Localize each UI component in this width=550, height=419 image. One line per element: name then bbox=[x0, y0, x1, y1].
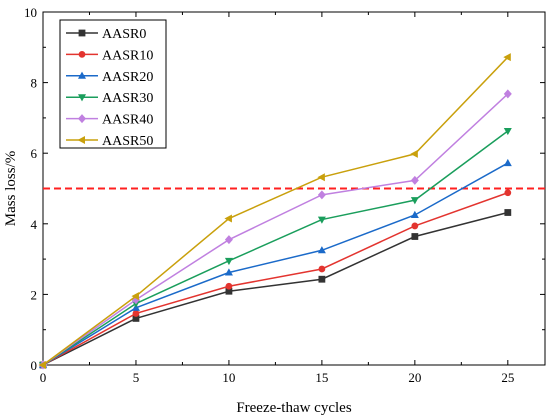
y-tick-label: 6 bbox=[31, 146, 38, 161]
series-aasr0 bbox=[39, 209, 512, 369]
data-point bbox=[317, 190, 326, 200]
data-point bbox=[225, 282, 233, 290]
legend-item-aasr10: AASR10 bbox=[66, 48, 153, 63]
x-tick-label: 10 bbox=[222, 370, 235, 385]
data-point bbox=[410, 197, 419, 205]
x-axis-title: Freeze-thaw cycles bbox=[236, 400, 352, 416]
series-aasr40 bbox=[39, 89, 512, 370]
series-line bbox=[42, 162, 509, 366]
legend-item-aasr40: AASR40 bbox=[66, 113, 153, 128]
y-axis-title: Mass loss/% bbox=[3, 151, 19, 226]
y-tick-label: 2 bbox=[31, 287, 38, 302]
data-point bbox=[411, 233, 419, 240]
legend-item-aasr30: AASR30 bbox=[66, 91, 153, 106]
data-point bbox=[224, 214, 232, 223]
data-point bbox=[317, 173, 325, 182]
y-tick-label: 4 bbox=[31, 217, 38, 232]
data-point bbox=[224, 235, 233, 245]
data-point bbox=[411, 222, 419, 230]
x-tick-label: 20 bbox=[408, 370, 421, 385]
data-point bbox=[224, 257, 233, 266]
legend-box bbox=[59, 19, 167, 149]
series-layer bbox=[38, 53, 512, 370]
legend-label: AASR0 bbox=[102, 27, 146, 42]
data-point bbox=[410, 175, 419, 185]
legend-item-aasr50: AASR50 bbox=[66, 134, 153, 149]
legend-marker bbox=[77, 136, 85, 144]
legend-label: AASR40 bbox=[102, 113, 153, 128]
data-point bbox=[318, 275, 326, 283]
y-tick-label: 8 bbox=[31, 76, 38, 91]
data-point bbox=[132, 310, 140, 317]
data-point bbox=[503, 89, 512, 99]
series-line bbox=[42, 211, 509, 366]
legend-label: AASR20 bbox=[102, 70, 153, 85]
legend: AASR0 AASR10 AASR20 AASR30 AASR40 AASR50 bbox=[59, 19, 167, 149]
data-point bbox=[225, 287, 233, 295]
legend-marker bbox=[78, 71, 86, 79]
data-point bbox=[503, 127, 512, 136]
legend-label: AASR50 bbox=[102, 134, 153, 149]
data-point bbox=[318, 265, 326, 273]
data-point bbox=[38, 361, 46, 369]
x-tick-label: 5 bbox=[133, 370, 140, 385]
x-tick-label: 15 bbox=[315, 370, 328, 385]
legend-marker bbox=[78, 51, 86, 58]
legend-marker bbox=[78, 29, 86, 37]
series-line bbox=[42, 130, 509, 366]
series-aasr10 bbox=[39, 189, 512, 369]
series-aasr50 bbox=[38, 53, 511, 369]
x-tick-label: 25 bbox=[501, 370, 514, 385]
data-point bbox=[410, 149, 418, 158]
legend-item-aasr20: AASR20 bbox=[66, 70, 153, 85]
series-line bbox=[42, 56, 509, 366]
axes: 0 5 10 15 20 25 0 2 4 6 8 10 bbox=[24, 5, 546, 385]
y-tick-label: 0 bbox=[31, 358, 38, 373]
data-point bbox=[503, 158, 512, 167]
data-point bbox=[504, 209, 512, 216]
legend-marker bbox=[78, 94, 86, 102]
series-aasr30 bbox=[39, 127, 512, 370]
legend-item-aasr0: AASR0 bbox=[66, 27, 146, 42]
series-line bbox=[42, 93, 509, 366]
data-point bbox=[504, 189, 512, 197]
legend-label: AASR30 bbox=[102, 91, 153, 106]
legend-label: AASR10 bbox=[102, 48, 153, 63]
data-point bbox=[503, 53, 511, 62]
data-point bbox=[224, 268, 233, 276]
data-point bbox=[317, 216, 326, 224]
series-aasr20 bbox=[39, 158, 512, 368]
data-point bbox=[317, 246, 326, 254]
x-tick-label: 0 bbox=[40, 370, 47, 385]
y-tick-label: 10 bbox=[24, 5, 37, 20]
data-point bbox=[131, 292, 139, 301]
data-point bbox=[132, 315, 140, 322]
legend-marker bbox=[78, 114, 86, 124]
data-point bbox=[410, 210, 419, 218]
series-line bbox=[42, 192, 509, 366]
